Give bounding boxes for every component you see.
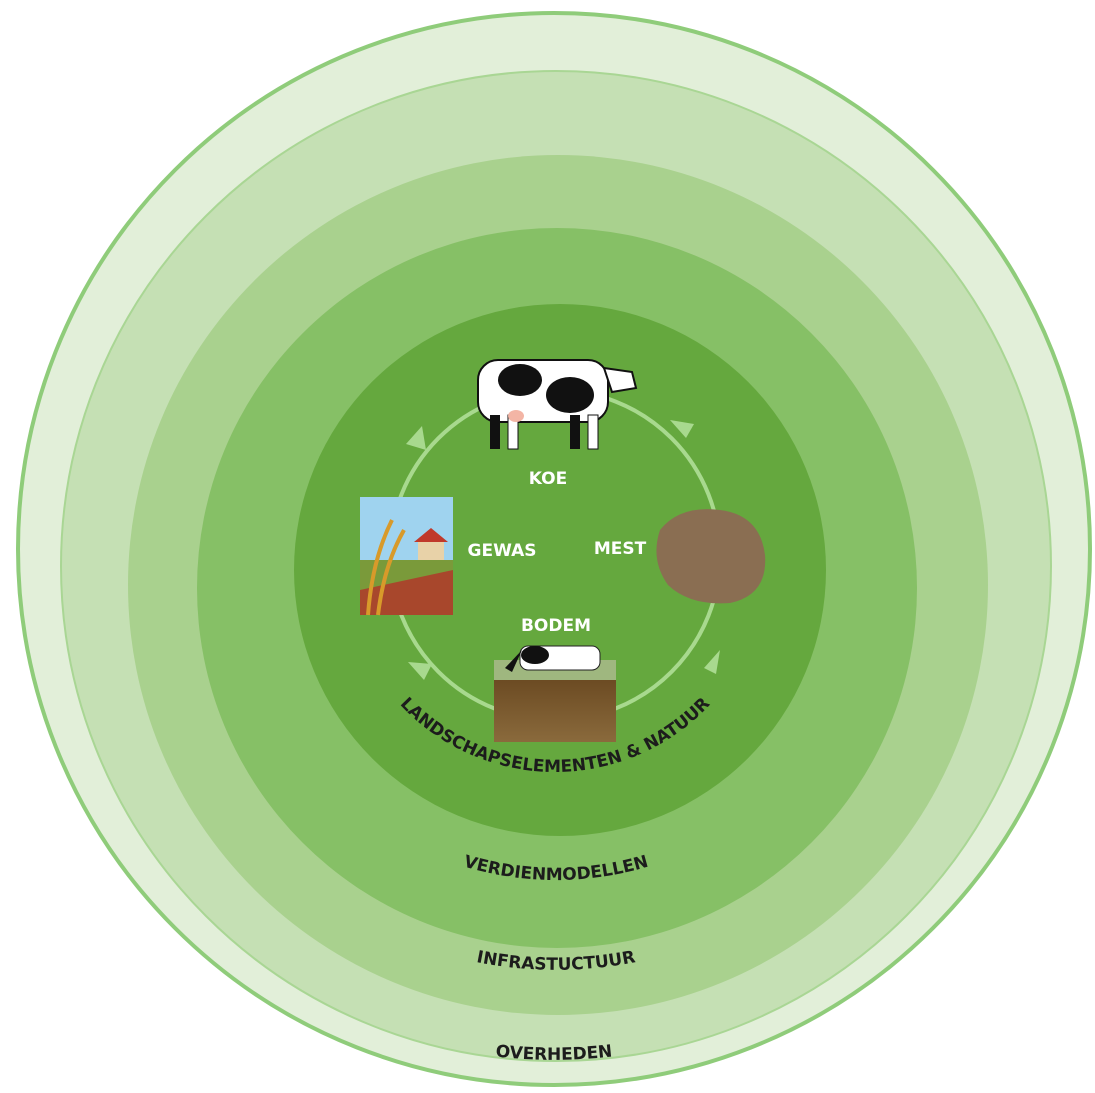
soil-icon xyxy=(494,646,616,742)
ring-label: OVERHEDEN xyxy=(495,1042,613,1065)
crop-icon xyxy=(360,497,453,615)
diagram: OVERHEDEN INFRASTUCTUUR VERDIENMODELLEN … xyxy=(0,0,1095,1093)
node-label: KOE xyxy=(529,469,567,489)
node-label: BODEM xyxy=(521,616,591,636)
node-label: GEWAS xyxy=(468,541,537,561)
node-label: MEST xyxy=(594,539,647,559)
ring-label-path: OVERHEDEN xyxy=(495,1042,613,1065)
